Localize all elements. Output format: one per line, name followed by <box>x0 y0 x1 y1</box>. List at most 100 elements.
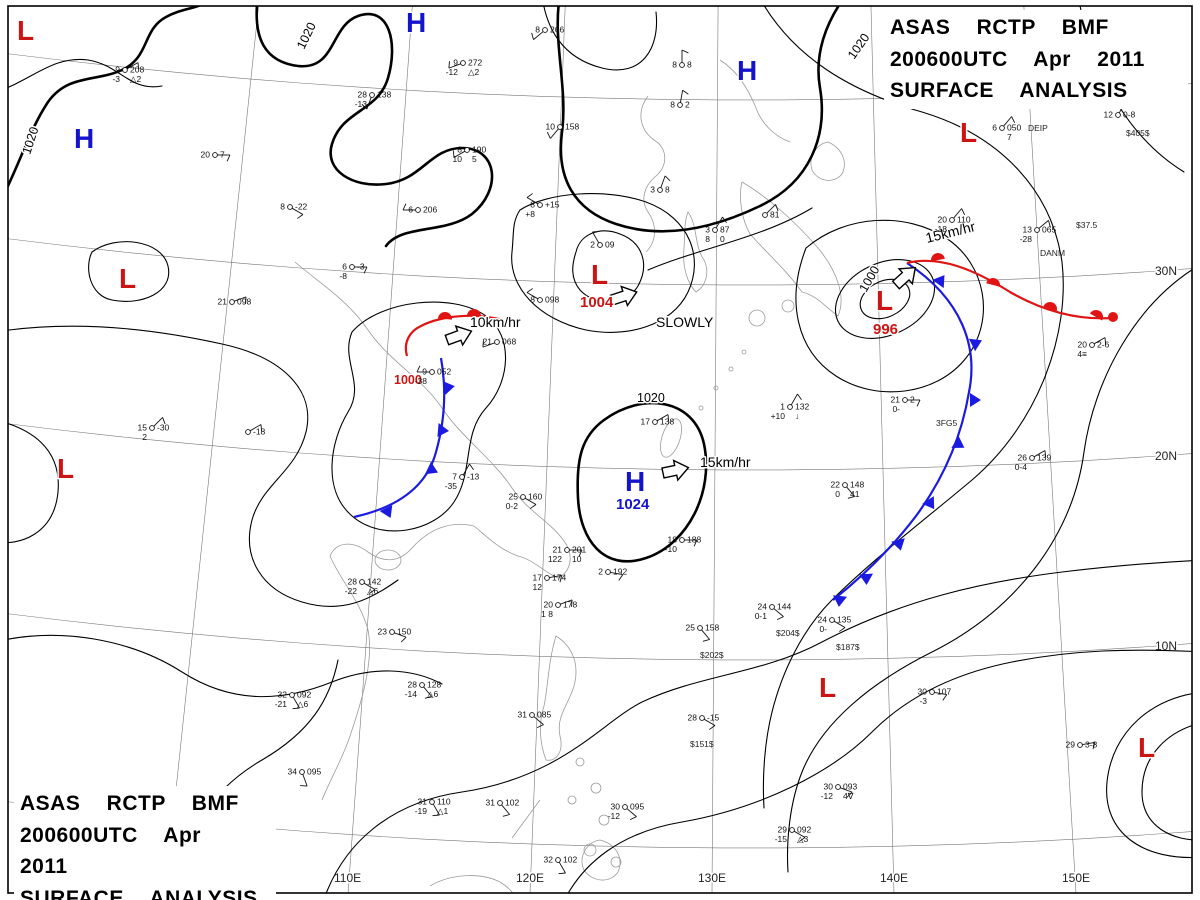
wind-barb-feather-icon <box>526 193 533 198</box>
station-text: 0-1 <box>755 611 768 621</box>
isobar <box>1106 693 1192 859</box>
annotation-text: $151$ <box>690 739 714 749</box>
station-text: 144 <box>777 602 791 612</box>
front-symbol-triangle-icon <box>425 461 438 475</box>
isobar <box>567 649 1192 893</box>
front-symbol-dot-icon <box>1108 312 1118 322</box>
wind-barb-icon <box>291 207 304 215</box>
station-text: -12 <box>608 811 621 821</box>
station-text: 31 <box>418 797 428 807</box>
wind-barb-icon <box>773 608 784 617</box>
station-text: 098 <box>545 295 559 305</box>
station-text: 8 <box>687 60 692 70</box>
wind-barb-icon <box>526 292 539 300</box>
pressure-center-letter: H <box>406 7 426 38</box>
station-text: 22 <box>831 480 841 490</box>
wind-barb-icon <box>448 63 461 69</box>
station-circle-icon <box>520 494 526 500</box>
station-circle-icon <box>415 207 421 213</box>
station-plot: 28 -15 <box>688 713 720 730</box>
pressure-center-letter: L <box>17 15 34 46</box>
lat-label: 20N <box>1155 449 1177 463</box>
title-line-product: ASAS RCTP BMF <box>890 16 1109 39</box>
station-plot: 6 206 <box>402 203 437 215</box>
isobar-label: 1020 <box>294 20 319 51</box>
station-text: 31 <box>486 798 496 808</box>
wind-barb-icon <box>1038 220 1049 229</box>
wind-barb-icon <box>558 861 566 874</box>
front-symbol-triangle-icon <box>932 275 945 289</box>
pressure-center-h: H <box>73 122 96 156</box>
station-circle-icon <box>245 429 251 435</box>
station-text: 28 <box>688 713 698 723</box>
wind-barb-feather-icon <box>681 49 689 54</box>
station-text: -8 <box>339 271 347 281</box>
station-text: 24 <box>818 615 828 625</box>
station-text: 8 <box>672 60 677 70</box>
station-text: 21 <box>218 297 228 307</box>
station-plot: 2 192 <box>598 567 627 581</box>
pressure-center-letter: L <box>960 117 977 148</box>
station-circle-icon <box>769 604 775 610</box>
station-text: 2 <box>598 567 603 577</box>
station-text: 15 <box>138 423 148 433</box>
station-text: 3-8 <box>1085 740 1098 750</box>
wind-barb-feather-icon <box>682 89 689 95</box>
station-text: 25 <box>509 492 519 502</box>
isobar-label: 1020 <box>845 31 872 62</box>
station-text: 9 <box>453 58 458 68</box>
station-plot: 30 095 -12 <box>608 802 645 822</box>
wind-barb-icon <box>679 90 684 103</box>
station-text: 25 <box>686 623 696 633</box>
isobar <box>325 560 1192 893</box>
station-text: 128 <box>427 680 441 690</box>
station-plot: 31 102 <box>486 798 519 817</box>
wind-barb-icon <box>846 486 855 497</box>
wind-barb-feather-icon <box>448 61 450 69</box>
station-plot: 8 266 <box>531 25 564 40</box>
wind-barb-icon <box>793 830 806 838</box>
movement-arrow-icon <box>609 285 638 308</box>
station-text: 068 <box>502 337 516 347</box>
station-text: 10 <box>546 122 556 132</box>
station-text: -15 <box>707 713 720 723</box>
pressure-center-l: L <box>1137 731 1157 765</box>
station-plot: 21 068 <box>482 337 516 348</box>
isobar-label: 1000 <box>394 373 422 387</box>
station-circle-icon <box>369 92 375 98</box>
wind-barb-feather-icon <box>1092 742 1096 750</box>
isobar <box>556 6 841 233</box>
wind-barb-feather-icon <box>559 575 563 583</box>
station-circle-icon <box>299 769 305 775</box>
wind-barb-icon <box>549 574 562 579</box>
station-text: -10 <box>665 544 678 554</box>
wind-barb-feather-icon <box>162 417 166 425</box>
station-circle-icon <box>842 482 848 488</box>
movement-arrow-icon <box>661 459 690 482</box>
station-plot: 28 142 -22 △6 <box>345 577 382 597</box>
station-circle-icon <box>999 125 1005 131</box>
station-text: 139 <box>1037 453 1051 463</box>
station-circle-icon <box>564 547 570 553</box>
station-circle-icon <box>929 689 935 695</box>
wind-barb-feather-icon <box>667 414 670 422</box>
pressure-value: 1004 <box>580 294 614 311</box>
isobar <box>795 219 984 393</box>
wind-barb-feather-icon <box>502 814 510 817</box>
wind-barb-icon <box>533 31 544 40</box>
wind-barb-icon <box>292 696 300 709</box>
station-text: 8 <box>280 202 285 212</box>
wind-barb-icon <box>234 296 247 302</box>
station-circle-icon <box>697 625 703 631</box>
station-circle-icon <box>597 242 603 248</box>
wind-barb-feather-icon <box>416 365 421 373</box>
station-circle-icon <box>287 204 293 210</box>
station-text: 28 <box>358 90 368 100</box>
wind-barb-feather-icon <box>546 131 551 139</box>
station-plot: 2 09 <box>590 230 615 250</box>
station-text: 09 <box>605 240 615 250</box>
pressure-center-letter: L <box>57 453 74 484</box>
